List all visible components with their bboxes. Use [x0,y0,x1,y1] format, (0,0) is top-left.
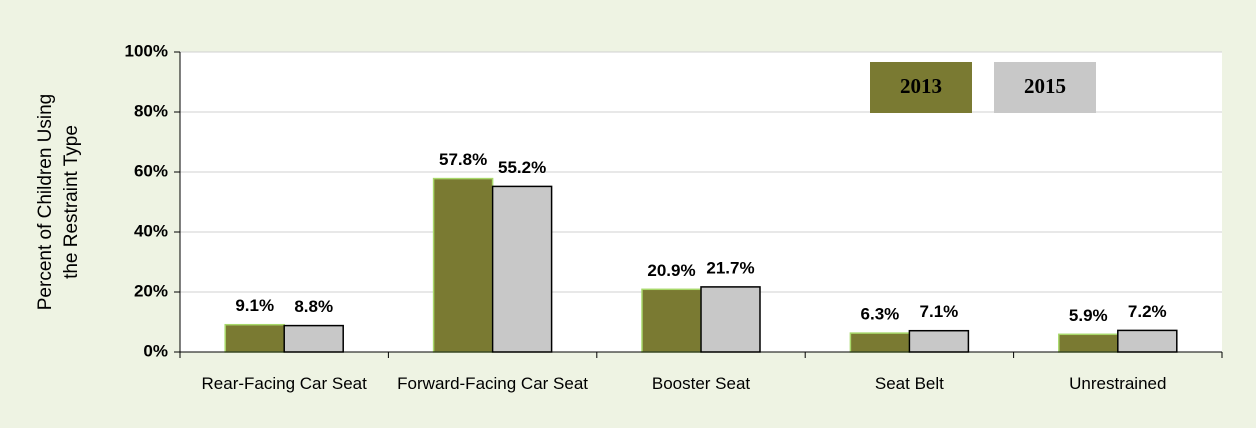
legend-label: 2015 [1024,74,1066,98]
value-label: 9.1% [235,296,274,315]
bar [1117,329,1178,353]
bar [849,332,911,353]
bar [1058,333,1119,353]
bar [491,185,553,353]
value-label: 21.7% [706,258,754,277]
y-axis-label: Percent of Children Using [35,94,56,311]
x-tick-label: Forward-Facing Car Seat [397,374,589,393]
value-label: 8.8% [294,297,333,316]
y-axis-label: the Restraint Type [61,125,82,279]
legend-swatch [870,62,972,113]
bar [908,329,970,353]
y-tick-label: 60% [134,161,168,180]
x-tick-label: Seat Belt [874,374,944,393]
y-tick-label: 20% [134,281,168,300]
y-tick-label: 100% [125,41,168,60]
y-tick-label: 40% [134,221,168,240]
bar [641,288,702,353]
bar [283,324,344,353]
value-label: 20.9% [647,261,695,280]
y-tick-label: 80% [134,101,168,120]
x-tick-label: Unrestrained [1069,374,1167,393]
bar [224,323,285,353]
value-label: 7.1% [920,302,959,321]
value-label: 7.2% [1128,302,1167,321]
x-tick-label: Booster Seat [651,374,751,393]
value-label: 5.9% [1069,306,1108,325]
bar [700,286,761,353]
value-label: 6.3% [861,305,900,324]
value-label: 55.2% [498,158,546,177]
legend-swatch [994,62,1096,113]
value-label: 57.8% [439,150,487,169]
y-tick-label: 0% [143,341,168,360]
legend-label: 2013 [900,74,942,98]
x-tick-label: Rear-Facing Car Seat [201,374,367,393]
bar [432,177,494,353]
